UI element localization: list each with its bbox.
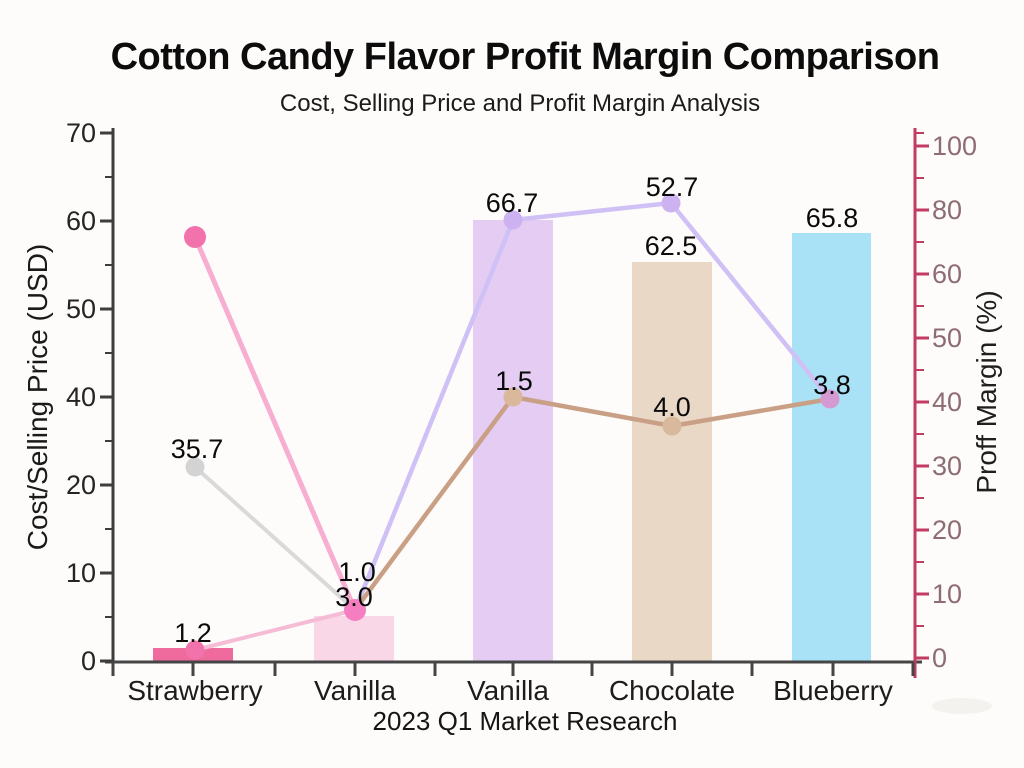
pink-line [192,234,358,613]
chocolate-purple-point [661,193,681,213]
right-axis-tick-label: 0 [932,643,947,673]
light-pink-line [193,608,357,652]
data-label-65.8: 65.8 [806,203,859,233]
x-category-label-0: Strawberry [127,675,262,706]
left-axis-tick-label: 60 [66,206,96,236]
data-label-3.8: 3.8 [813,370,851,400]
data-label-4.0: 4.0 [653,392,691,422]
x-category-label-3: Chocolate [609,675,735,706]
data-label-35.7: 35.7 [171,434,224,464]
left-axis-title: Cost/Selling Price (USD) [22,243,53,551]
vanilla2-tan-point [503,387,523,407]
right-axis-tick-label: 40 [932,387,962,417]
data-label-66.7: 66.7 [486,188,539,218]
right-axis-tick-label: 80 [932,195,962,225]
vanilla-converge-point [344,599,366,621]
watermark-smudge [932,698,992,714]
right-axis-tick-label: 30 [932,451,962,481]
left-axis-tick-label: 10 [66,558,96,588]
chart-title: Cotton Candy Flavor Profit Margin Compar… [110,36,940,78]
strawberry-high-point [184,226,206,248]
left-axis-tick-label: 50 [66,294,96,324]
data-label-52.7: 52.7 [646,172,699,202]
tan-line [352,394,833,613]
right-axis-tick-label: 50 [932,323,962,353]
left-axis-tick-label: 0 [81,646,96,676]
right-axis-tick-label: 60 [932,259,962,289]
strawberry-gray-point [185,457,205,477]
left-axis-tick-label: 40 [66,382,96,412]
left-axis-tick-label: 20 [66,470,96,500]
x-category-label-1: Vanilla [314,675,396,706]
right-axis-tick-label: 10 [932,579,962,609]
right-axis-tick-label: 20 [932,515,962,545]
vanilla2-purple-point [503,210,523,230]
right-axis-title: Proff Margin (%) [971,290,1002,494]
data-label-3.0: 3.0 [335,582,373,612]
strawberry-bar-point [185,640,205,660]
chocolate-tan-point [662,416,682,436]
chart-subtitle: Cost, Selling Price and Profit Margin An… [279,90,761,117]
gray-line [193,465,357,612]
bar-vanilla-1 [314,616,394,662]
data-label-1.5: 1.5 [495,366,533,396]
blueberry-end-point [820,389,840,409]
purple-line [352,200,833,613]
x-category-label-4: Blueberry [773,675,893,706]
bar-chocolate-3 [632,262,712,662]
data-label-1.0: 1.0 [338,557,376,587]
bar-blueberry-4 [792,233,871,662]
left-axis-tick-label: 70 [66,118,96,148]
right-axis-tick-label: 100 [932,131,977,161]
x-axis-title: 2023 Q1 Market Research [372,706,678,736]
x-category-label-2: Vanilla [467,675,549,706]
data-label-62.5: 62.5 [645,231,698,261]
data-label-1.2: 1.2 [174,618,212,648]
bar-vanilla-2 [473,220,553,662]
